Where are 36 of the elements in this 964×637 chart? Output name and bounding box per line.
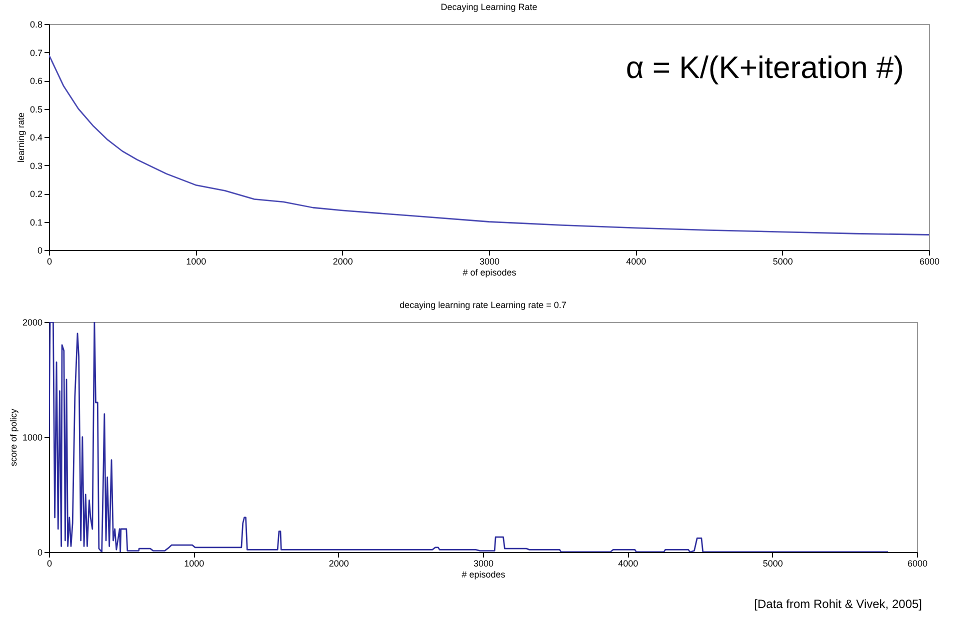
y-tick-label: 2000: [22, 318, 42, 328]
x-tick-label: 3000: [479, 256, 500, 266]
x-axis-title: # episodes: [462, 570, 506, 580]
chart-title: Decaying Learning Rate: [440, 2, 538, 12]
annotation: α = K/(K+iteration #): [626, 50, 904, 85]
x-tick-label: 2000: [332, 256, 353, 266]
y-axis-title: learning rate: [16, 112, 26, 163]
x-tick-label: 5000: [762, 558, 783, 568]
y-tick-label: 0: [37, 548, 42, 558]
y-tick-label: 0: [37, 246, 42, 256]
x-tick-label: 1000: [186, 256, 206, 266]
x-tick-label: 4000: [626, 256, 646, 266]
y-tick-label: 0.5: [30, 104, 42, 114]
y-tick-label: 1000: [22, 432, 42, 442]
x-tick-label: 0: [46, 558, 52, 568]
y-axis-title: score of policy: [8, 408, 18, 466]
y-tick-label: 0.4: [30, 132, 42, 142]
y-tick-label: 0.7: [30, 48, 42, 58]
line-series: [49, 322, 889, 552]
x-tick-label: 3000: [473, 558, 494, 568]
x-tick-label: 4000: [618, 558, 638, 568]
y-tick-label: 0.3: [30, 160, 42, 171]
x-tick-label: 0: [46, 256, 52, 266]
line-series: [49, 54, 929, 236]
x-axis-title: # of episodes: [462, 268, 517, 278]
x-tick-label: 1000: [184, 558, 204, 568]
x-tick-label: 6000: [907, 558, 928, 568]
y-tick-label: 0.2: [30, 189, 42, 199]
y-tick-label: 0.6: [30, 76, 42, 86]
y-tick-label: 0.1: [30, 217, 42, 228]
chart-title: decaying learning rate Learning rate = 0.7: [400, 300, 566, 310]
x-tick-label: 2000: [328, 558, 349, 568]
text: [Data from Rohit & Vivek, 2005]: [754, 597, 922, 611]
x-tick-label: 5000: [772, 256, 793, 266]
y-tick-label: 0.8: [30, 20, 42, 30]
x-tick-label: 6000: [919, 256, 940, 266]
